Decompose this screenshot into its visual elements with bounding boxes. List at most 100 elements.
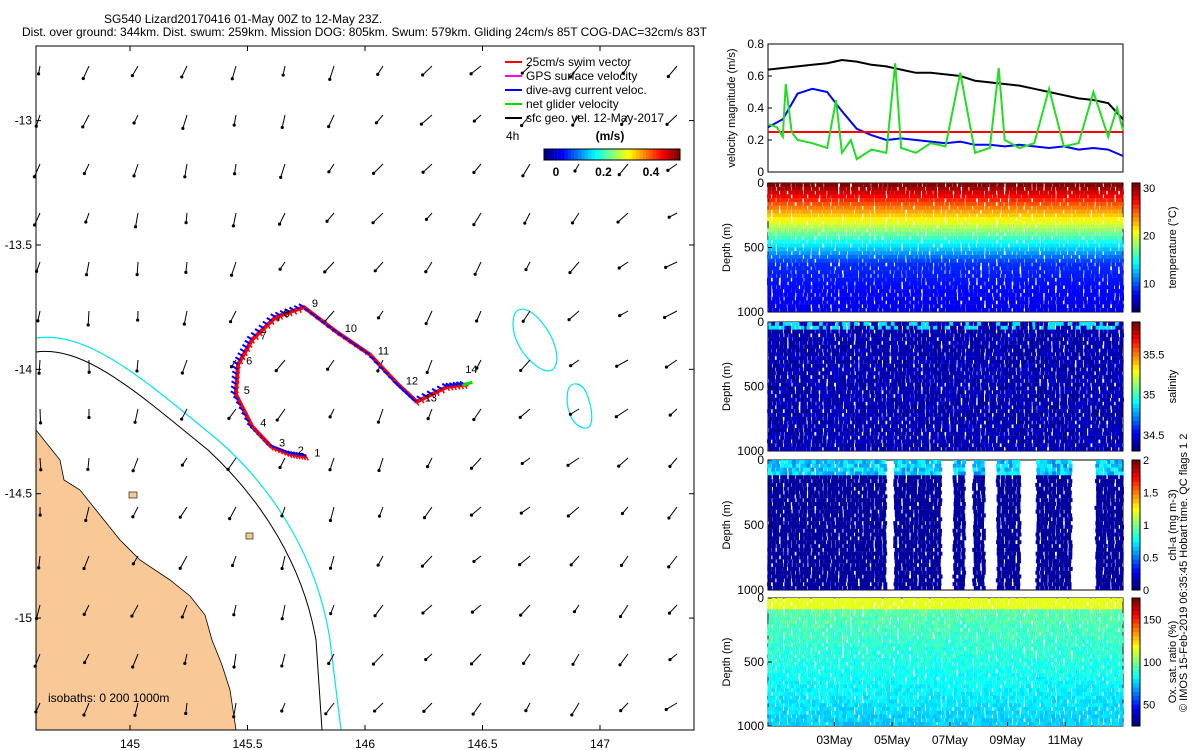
section-point: [779, 340, 784, 345]
current-arrowhead: [229, 365, 234, 369]
section-point: [784, 359, 789, 364]
section-point: [780, 401, 785, 406]
section-point: [831, 198, 836, 203]
section-point: [799, 416, 804, 421]
section-point: [804, 243, 809, 248]
section-point: [906, 296, 911, 301]
section-point: [1067, 236, 1072, 241]
section-point: [1068, 194, 1073, 199]
section-point: [1087, 236, 1092, 241]
section-point: [1103, 277, 1108, 282]
section-point: [1023, 247, 1028, 252]
section-point: [1091, 258, 1096, 263]
section-point: [839, 363, 844, 368]
section-point: [878, 363, 883, 368]
section-point: [1111, 281, 1116, 286]
section-point: [870, 262, 875, 267]
section-point: [996, 247, 1001, 252]
section-point: [791, 322, 796, 326]
current-arrow: [572, 114, 580, 126]
section-point: [895, 262, 900, 267]
section-point: [814, 224, 819, 229]
section-point: [961, 254, 966, 259]
section-point: [1020, 296, 1025, 301]
section-point: [941, 300, 946, 305]
section-point: [1052, 228, 1057, 233]
section-point: [779, 201, 784, 206]
section-point: [846, 300, 851, 305]
section-point: [862, 209, 867, 214]
current-arrowhead: [570, 713, 574, 717]
section-point: [850, 322, 855, 326]
section-point: [865, 201, 870, 206]
section-point: [784, 416, 789, 421]
section-point: [1032, 308, 1037, 312]
section-point: [1024, 281, 1029, 286]
swim-vector: [436, 391, 440, 397]
section-point: [1048, 251, 1053, 256]
section-point: [1036, 239, 1041, 244]
section-point: [849, 209, 854, 214]
section-point: [854, 428, 859, 433]
section-point: [973, 296, 978, 301]
y-axis-label: velocity magnitude (m/s): [726, 48, 738, 167]
section-point: [1025, 201, 1030, 206]
section-point: [1111, 308, 1116, 312]
section-point: [846, 277, 851, 282]
section-point: [775, 344, 780, 349]
section-point: [885, 416, 890, 421]
section-point: [822, 424, 827, 429]
section-point: [964, 270, 969, 275]
section-point: [802, 239, 807, 244]
section-point: [862, 340, 867, 345]
section-point: [866, 296, 871, 301]
section-point: [1082, 262, 1087, 267]
section-point: [913, 183, 918, 187]
dive-avg-current-vector: [314, 315, 321, 321]
section-point: [897, 333, 902, 338]
section-point: [1067, 289, 1072, 294]
section-point: [897, 277, 902, 282]
section-point: [800, 333, 805, 338]
section-point: [1111, 236, 1116, 241]
section-point: [1003, 308, 1008, 312]
section-point: [926, 292, 931, 297]
section-point: [838, 405, 843, 410]
current-arrowhead: [274, 368, 278, 373]
section-point: [902, 367, 907, 372]
section-point: [906, 273, 911, 278]
section-point: [822, 194, 827, 199]
section-point: [863, 277, 868, 282]
section-point: [1095, 308, 1100, 312]
section-point: [882, 375, 887, 380]
section-point: [1090, 239, 1095, 244]
section-point: [1072, 213, 1077, 218]
section-point: [782, 304, 787, 309]
section-point: [945, 201, 950, 206]
section-point: [1107, 201, 1112, 206]
dive-avg-current-vector: [368, 355, 375, 361]
section-point: [787, 325, 792, 330]
section-point: [970, 247, 975, 252]
colorbar-frame: [543, 148, 681, 161]
section-point: [1079, 194, 1084, 199]
section-point: [803, 201, 808, 206]
section-point: [835, 435, 840, 440]
section-point: [1067, 258, 1072, 263]
section-point: [913, 247, 918, 252]
section-point: [787, 296, 792, 301]
section-point: [843, 348, 848, 353]
section-point: [1111, 254, 1116, 259]
section-point: [811, 356, 816, 361]
section-point: [899, 405, 904, 410]
section-point: [881, 228, 886, 233]
section-point: [767, 424, 772, 429]
section-point: [843, 258, 848, 263]
section-point: [814, 198, 819, 203]
section-point: [1083, 277, 1088, 282]
section-point: [1025, 239, 1030, 244]
section-point: [890, 371, 895, 376]
section-point: [925, 194, 930, 199]
section-point: [898, 266, 903, 271]
section-point: [891, 308, 896, 312]
